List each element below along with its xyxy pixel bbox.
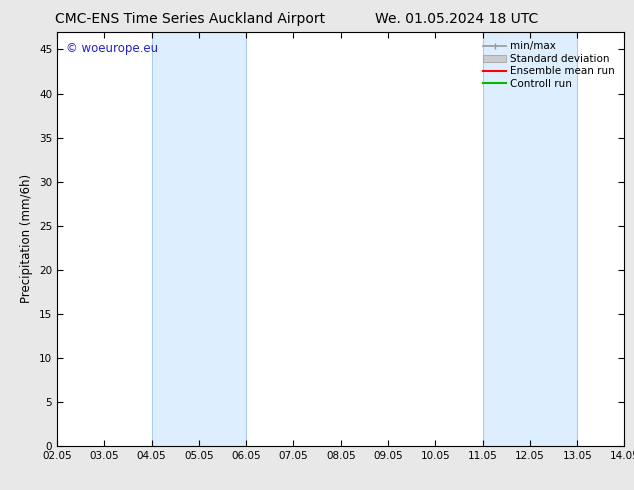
Legend: min/max, Standard deviation, Ensemble mean run, Controll run: min/max, Standard deviation, Ensemble me… [479,37,619,93]
Bar [152,32,246,446]
Bar [482,32,577,446]
Text: © woeurope.eu: © woeurope.eu [65,42,158,55]
Y-axis label: Precipitation (mm/6h): Precipitation (mm/6h) [20,174,34,303]
Text: CMC-ENS Time Series Auckland Airport: CMC-ENS Time Series Auckland Airport [55,12,325,26]
Text: We. 01.05.2024 18 UTC: We. 01.05.2024 18 UTC [375,12,538,26]
